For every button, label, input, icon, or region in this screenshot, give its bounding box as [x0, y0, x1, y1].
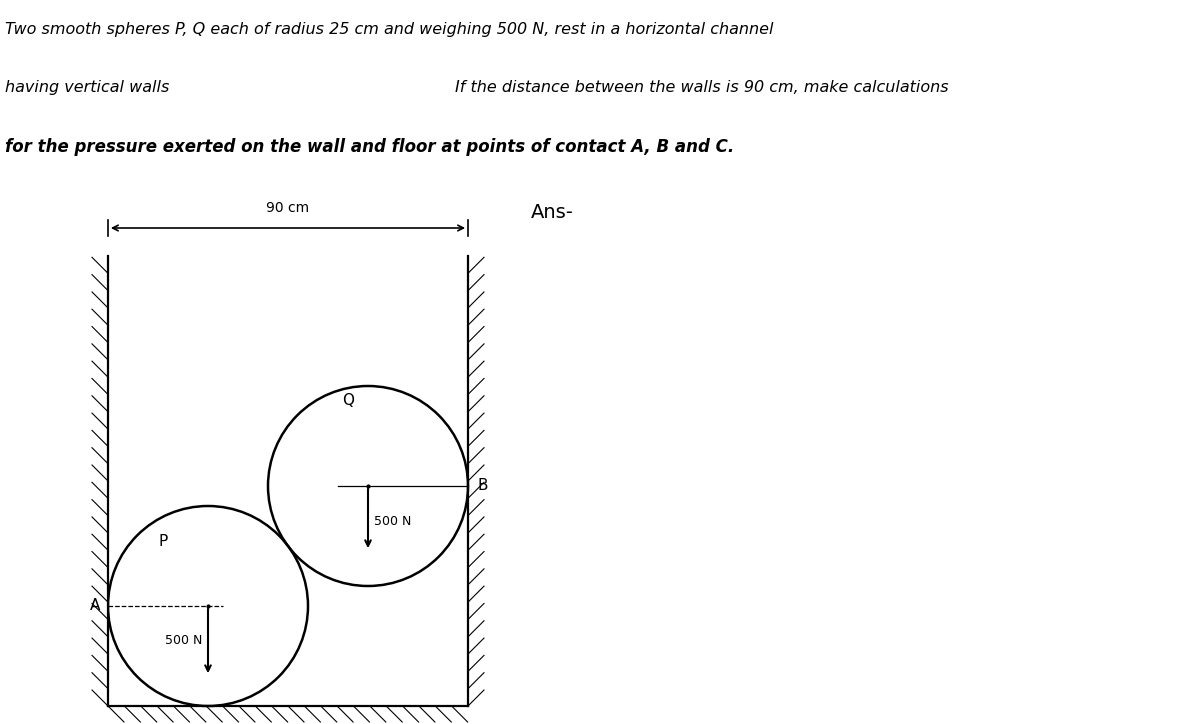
Text: A: A — [90, 599, 100, 613]
Text: having vertical walls: having vertical walls — [5, 80, 169, 95]
Text: Ans-: Ans- — [530, 203, 574, 222]
Text: P: P — [158, 534, 168, 549]
Text: Two smooth spheres P, Q each of radius 25 cm and weighing 500 N, rest in a horiz: Two smooth spheres P, Q each of radius 2… — [5, 22, 774, 37]
Text: for the pressure exerted on the wall and floor at points of contact A, B and C.: for the pressure exerted on the wall and… — [5, 138, 734, 156]
Text: Q: Q — [342, 394, 354, 408]
Text: B: B — [478, 479, 488, 494]
Text: 90 cm: 90 cm — [266, 201, 310, 215]
Text: If the distance between the walls is 90 cm, make calculations: If the distance between the walls is 90 … — [455, 80, 949, 95]
Text: 500 N: 500 N — [374, 515, 412, 529]
Text: 500 N: 500 N — [164, 634, 202, 647]
